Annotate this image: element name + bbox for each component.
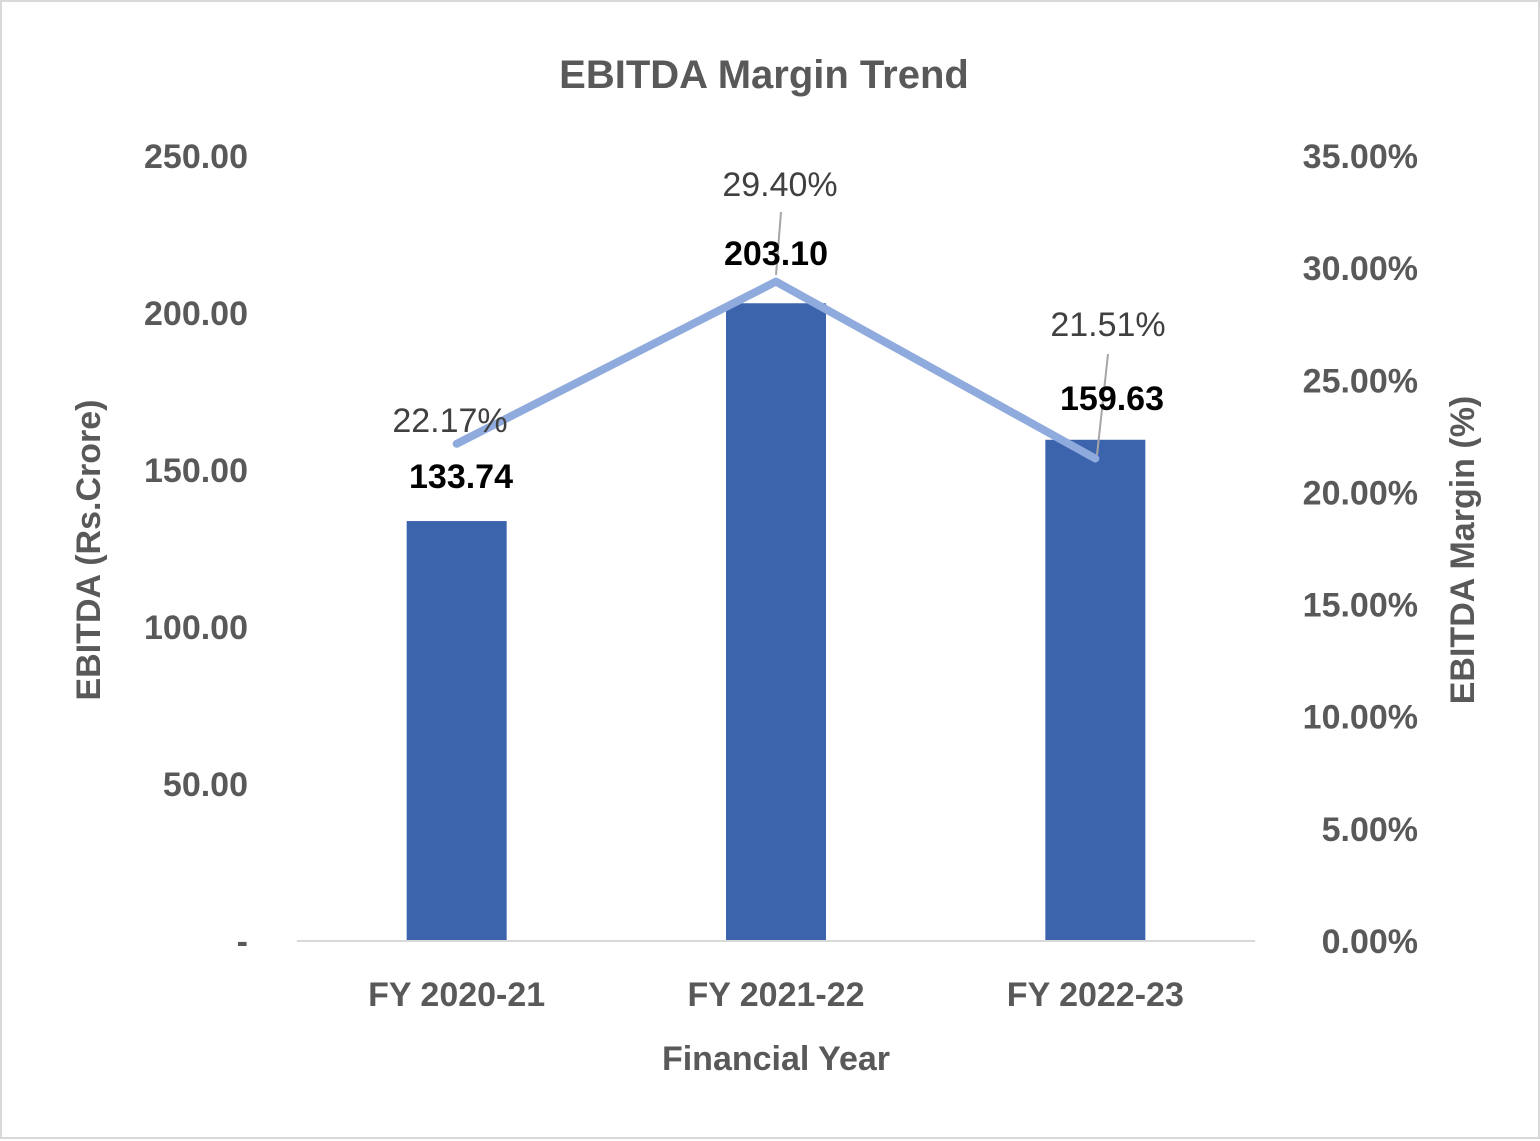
right-tick-label: 15.00% [1303,587,1418,625]
bar-value-label: 159.63 [1060,380,1164,418]
right-tick-label: 0.00% [1322,923,1418,961]
bar-1 [406,521,507,941]
margin-line [452,277,1100,463]
left-tick-label: 150.00 [144,452,248,490]
right-tick-label: 10.00% [1303,699,1418,737]
chart-title: EBITDA Margin Trend [559,53,969,97]
x-tick-label: FY 2022-23 [1007,976,1184,1014]
x-axis-title: Financial Year [662,1040,890,1078]
left-tick-label: - [237,923,248,961]
line-layer [452,277,1100,463]
x-axis-ticks: FY 2020-21 FY 2021-22 FY 2022-23 [368,976,1184,1014]
right-tick-label: 30.00% [1303,250,1418,288]
leader-line-2 [775,211,782,276]
right-tick-label: 35.00% [1303,138,1418,176]
left-tick-label: 200.00 [144,295,248,333]
bar-3 [1045,439,1146,941]
left-tick-label: 250.00 [144,138,248,176]
margin-value-label: 22.17% [392,402,507,440]
bars-layer [406,303,1146,941]
left-tick-label: 50.00 [163,766,248,804]
x-tick-label: FY 2020-21 [368,976,545,1014]
labels-layer: 133.74 203.10 159.63 22.17% 29.40% 21.51% [392,166,1165,496]
bar-2 [726,303,826,941]
x-tick-label: FY 2021-22 [687,976,864,1014]
leader-line-3 [1096,353,1109,456]
right-tick-label: 20.00% [1303,474,1418,512]
y-axis-title: EBITDA (Rs.Crore) [70,400,108,701]
margin-value-label: 29.40% [722,166,837,204]
bar-value-label: 203.10 [724,235,828,273]
right-tick-label: 25.00% [1303,362,1418,400]
right-tick-label: 5.00% [1322,811,1418,849]
left-tick-label: 100.00 [144,609,248,647]
y2-axis-title: EBITDA Margin (%) [1444,396,1482,705]
margin-value-label: 21.51% [1050,306,1165,344]
left-axis-ticks: - 50.00 100.00 150.00 200.00 250.00 [144,138,248,961]
right-axis-ticks: 0.00% 5.00% 10.00% 15.00% 20.00% 25.00% 30.00%… [1303,138,1418,961]
bar-value-label: 133.74 [409,458,513,496]
